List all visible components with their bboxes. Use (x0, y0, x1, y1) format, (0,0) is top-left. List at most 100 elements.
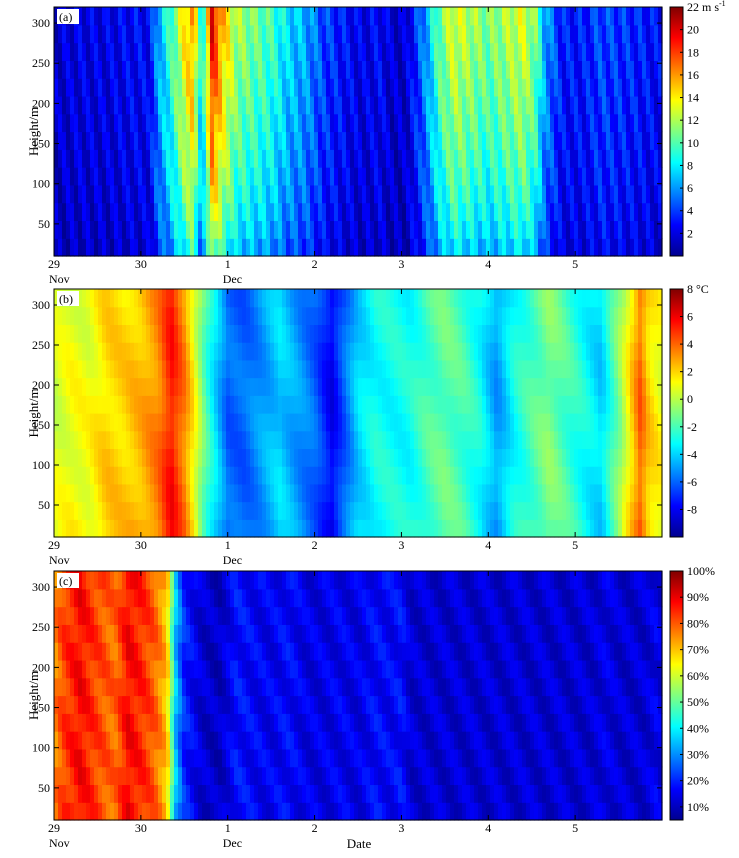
heatmap-cell (110, 378, 115, 396)
heatmap-cell (374, 96, 379, 114)
heatmap-cell (594, 203, 599, 221)
heatmap-cell (182, 238, 187, 256)
heatmap-cell (450, 185, 455, 203)
heatmap-cell (66, 395, 71, 413)
heatmap-cell (346, 448, 351, 466)
heatmap-cell (166, 678, 171, 696)
heatmap-cell (66, 802, 71, 820)
heatmap-cell (230, 96, 235, 114)
heatmap-cell (114, 466, 119, 484)
heatmap-cell (446, 395, 451, 413)
heatmap-cell (366, 167, 371, 185)
heatmap-cell (602, 502, 607, 520)
heatmap-cell (258, 114, 263, 132)
heatmap-cell (542, 7, 547, 25)
heatmap-cell (530, 60, 535, 78)
heatmap-cell (530, 342, 535, 360)
heatmap-cell (550, 7, 555, 25)
heatmap-cell (78, 149, 83, 167)
heatmap-cell (410, 132, 415, 150)
heatmap-cell (338, 78, 343, 96)
heatmap-cell (290, 132, 295, 150)
heatmap-cell (138, 132, 143, 150)
heatmap-cell (134, 378, 139, 396)
heatmap-cell (634, 431, 639, 449)
heatmap-cell (74, 114, 79, 132)
heatmap-cell (618, 132, 623, 150)
heatmap-cell (390, 96, 395, 114)
heatmap-cell (210, 395, 215, 413)
heatmap-cell (158, 307, 163, 325)
heatmap-cell (290, 60, 295, 78)
heatmap-cell (534, 238, 539, 256)
heatmap-cell (282, 448, 287, 466)
heatmap-cell (538, 395, 543, 413)
heatmap-cell (114, 642, 119, 660)
heatmap-cell (282, 167, 287, 185)
heatmap-cell (598, 466, 603, 484)
heatmap-cell (386, 185, 391, 203)
heatmap-cell (590, 378, 595, 396)
heatmap-cell (330, 307, 335, 325)
heatmap-cell (454, 289, 459, 307)
heatmap-cell (430, 413, 435, 431)
heatmap-cell (198, 678, 203, 696)
heatmap-cell (602, 519, 607, 537)
heatmap-cell (194, 238, 199, 256)
heatmap-cell (186, 448, 191, 466)
heatmap-cell (638, 431, 643, 449)
heatmap-cell (178, 624, 183, 642)
heatmap-cell (102, 678, 107, 696)
heatmap-cell (442, 25, 447, 43)
heatmap-cell (566, 324, 571, 342)
heatmap-cell (382, 484, 387, 502)
heatmap-cell (74, 96, 79, 114)
heatmap-cell (86, 431, 91, 449)
heatmap-cell (570, 360, 575, 378)
heatmap-cell (150, 642, 155, 660)
heatmap-cell (598, 167, 603, 185)
heatmap-cell (514, 25, 519, 43)
heatmap-cell (70, 607, 75, 625)
heatmap-cell (58, 802, 63, 820)
heatmap-cell (238, 519, 243, 537)
heatmap-cell (62, 607, 67, 625)
heatmap-cell (90, 696, 95, 714)
heatmap-cell (174, 448, 179, 466)
heatmap-cell (278, 60, 283, 78)
heatmap-cell (614, 238, 619, 256)
heatmap-cell (90, 767, 95, 785)
heatmap-cell (586, 502, 591, 520)
heatmap-cell (422, 466, 427, 484)
heatmap-cell (130, 220, 135, 238)
heatmap-cell (122, 360, 127, 378)
heatmap-cell (634, 360, 639, 378)
heatmap-cell (510, 167, 515, 185)
heatmap-cell (94, 642, 99, 660)
heatmap-cell (558, 132, 563, 150)
heatmap-cell (386, 324, 391, 342)
heatmap-cell (118, 607, 123, 625)
heatmap-cell (358, 395, 363, 413)
heatmap-cell (606, 378, 611, 396)
heatmap-cell (406, 360, 411, 378)
heatmap-cell (302, 203, 307, 221)
heatmap-cell (470, 289, 475, 307)
heatmap-cell (646, 307, 651, 325)
heatmap-cell (350, 431, 355, 449)
heatmap-cell (114, 238, 119, 256)
heatmap-cell (174, 360, 179, 378)
heatmap-cell (110, 607, 115, 625)
heatmap-cell (494, 484, 499, 502)
heatmap-cell (374, 324, 379, 342)
heatmap-cell (134, 696, 139, 714)
heatmap-cell (182, 660, 187, 678)
heatmap-cell (66, 342, 71, 360)
heatmap-cell (402, 25, 407, 43)
heatmap-cell (158, 149, 163, 167)
heatmap-cell (646, 60, 651, 78)
heatmap-cell (566, 220, 571, 238)
heatmap-cell (74, 307, 79, 325)
heatmap-cell (190, 784, 195, 802)
heatmap-cell (494, 185, 499, 203)
